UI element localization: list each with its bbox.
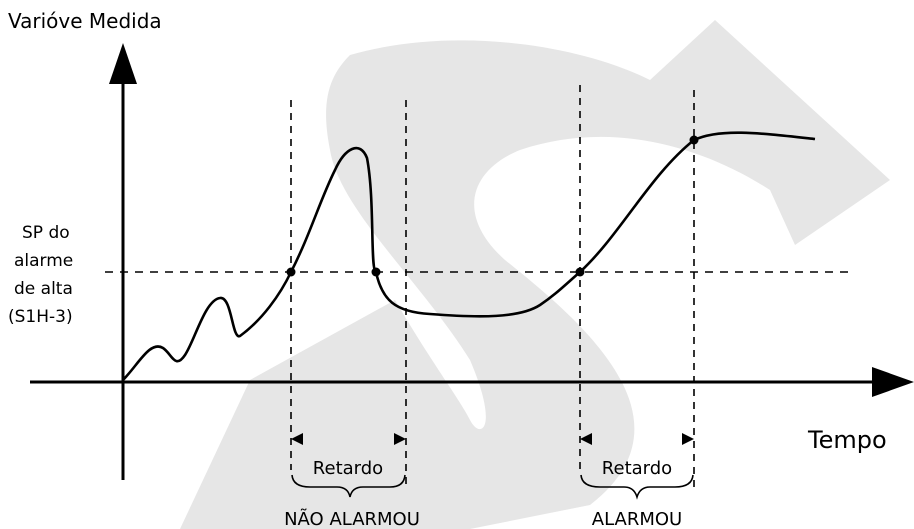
brace-left — [291, 474, 406, 498]
crossing-dot-1 — [286, 267, 296, 277]
outcome-label-left: NÃO ALARMOU — [284, 508, 420, 529]
crossing-points — [286, 135, 699, 277]
braces — [291, 474, 694, 500]
arrow-left-icon — [291, 433, 303, 445]
setpoint-label-1: SP do — [22, 223, 70, 243]
arrow-right-icon — [682, 433, 694, 445]
arrow-right-icon — [394, 433, 406, 445]
crossing-dot-3 — [575, 267, 585, 277]
y-axis-arrow-icon — [109, 43, 137, 84]
setpoint-label-4: (S1H-3) — [8, 307, 73, 327]
setpoint-label-2: alarme — [14, 251, 73, 271]
outcome-label-right: ALARMOU — [592, 509, 682, 529]
arrow-left-icon — [580, 433, 592, 445]
crossing-dot-4 — [689, 135, 699, 145]
watermark-shape — [180, 20, 890, 529]
crossing-dot-2 — [371, 267, 381, 277]
delay-arrows-right — [580, 433, 694, 445]
x-axis-label: Tempo — [807, 426, 887, 454]
delay-label-right: Retardo — [602, 458, 672, 479]
y-axis-label: Varióve Medida — [8, 9, 162, 33]
delay-arrows-left — [291, 433, 406, 445]
delay-label-left: Retardo — [313, 458, 383, 479]
brace-right — [580, 474, 694, 500]
measured-variable-curve — [122, 131, 816, 381]
axes — [30, 43, 914, 480]
time-markers — [290, 85, 695, 490]
setpoint-label-3: de alta — [14, 279, 73, 299]
x-axis-arrow-icon — [872, 367, 914, 397]
